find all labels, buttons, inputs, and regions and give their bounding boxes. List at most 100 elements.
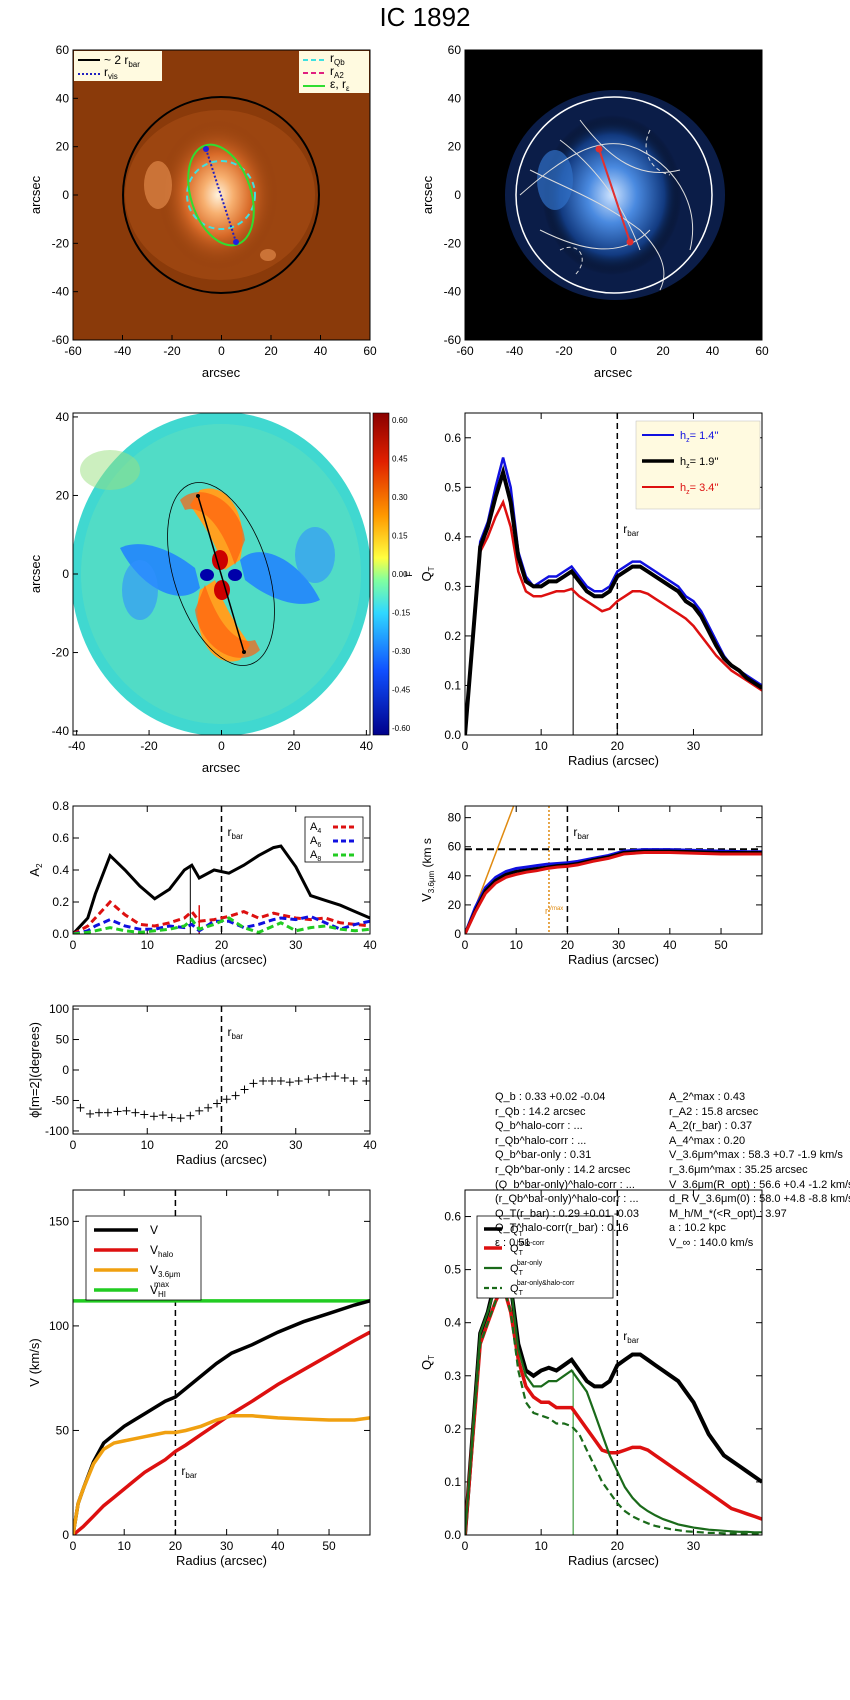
param-row: M_h/M_*(<R_opt) : 3.97 xyxy=(669,1207,787,1220)
rbar-label-sub: bar xyxy=(232,832,244,841)
x-tick-label: 20 xyxy=(611,739,625,753)
image1-xlabel: arcsec xyxy=(202,365,241,380)
y-axis-label: V (km/s) xyxy=(27,1338,42,1386)
y-tick-label: 0.8 xyxy=(52,799,69,813)
image2-xlabel: arcsec xyxy=(594,365,633,380)
x-tick-label: -40 xyxy=(114,344,132,358)
x-tick-label: -40 xyxy=(68,739,86,753)
y-tick-label: 0.0 xyxy=(52,927,69,941)
series-line xyxy=(465,1280,762,1535)
chart-a2: 0 10 20 30 40 0.0 0.2 0.4 0.6 0.8 Radius (arcsec) A… xyxy=(27,799,377,967)
rqb-circle xyxy=(186,160,256,230)
colorbar-tick-label: -0.45 xyxy=(392,686,411,695)
x-tick-label: -60 xyxy=(64,344,82,358)
data-point xyxy=(149,1112,158,1121)
param-row: Q_T(r_bar) : 0.29 +0.01 -0.03 xyxy=(495,1207,639,1220)
x-tick-label: 40 xyxy=(663,938,677,952)
y-tick-label: 40 xyxy=(448,869,462,883)
data-point xyxy=(122,1106,131,1115)
y-axis-label: QT xyxy=(419,1355,436,1370)
x-tick-label: 20 xyxy=(611,1539,625,1553)
data-point xyxy=(113,1107,122,1116)
colorbar-label: F xyxy=(404,571,414,577)
rbar-label-sub: bar xyxy=(627,1336,639,1345)
y-axis-label: ϕ[m=2](degrees) xyxy=(27,1022,42,1118)
rvmax-label: rVmax xyxy=(545,906,563,916)
param-row: Q_b^bar-only : 0.31 xyxy=(495,1149,592,1162)
rbar-label: rbar xyxy=(228,825,244,841)
x-tick-label: 50 xyxy=(714,938,728,952)
plot-area xyxy=(465,413,762,735)
x-tick-label: 40 xyxy=(271,1539,285,1553)
x-tick-label: 30 xyxy=(289,938,303,952)
x-tick-label: 30 xyxy=(612,938,626,952)
x-tick-label: 20 xyxy=(561,938,575,952)
data-point xyxy=(195,1106,204,1115)
colorbar-tick-label: 0.45 xyxy=(392,455,408,464)
param-row: r_Qb^halo-corr : ... xyxy=(495,1134,587,1147)
plot-frame xyxy=(464,1189,763,1536)
image1-ylabel: arcsec xyxy=(28,175,43,214)
x-tick-label: -20 xyxy=(163,344,181,358)
a2-legend: A4 A6 A8 xyxy=(304,816,364,863)
image-panel-2: arcsec arcsec -60-60 -40 -40 -20 -20 0 0 20 20 40… xyxy=(420,43,769,380)
plot-area xyxy=(465,1190,762,1535)
y-axis-label: QT xyxy=(419,566,436,581)
y-axis-label-unit: (km s xyxy=(420,838,434,871)
series-line xyxy=(73,899,370,934)
y-tick-label: -60 xyxy=(52,333,70,347)
data-point xyxy=(240,1085,249,1094)
data-point xyxy=(276,1076,285,1085)
plot-frame xyxy=(72,1005,371,1135)
y-tick-label: 20 xyxy=(448,140,462,154)
x-tick-label: 0 xyxy=(218,739,225,753)
param-row: Q_b^halo-corr : ... xyxy=(495,1120,583,1133)
x-axis-label: Radius (arcsec) xyxy=(568,952,659,967)
y-tick-label: 0.2 xyxy=(444,1422,461,1436)
x-axis-label: Radius (arcsec) xyxy=(568,753,659,768)
data-point xyxy=(158,1111,167,1120)
rvmax-label-sub: Vmax xyxy=(548,906,563,912)
chart-qt: 0 10 20 30 0.0 0.1 0.2 0.3 0.4 0.5 0.6 Radius (arcs… xyxy=(419,412,763,768)
svg-text:A6: A6 xyxy=(310,835,321,849)
data-point xyxy=(76,1103,85,1112)
y-tick-label: -20 xyxy=(52,646,70,660)
y-tick-label: 0.5 xyxy=(444,1263,461,1277)
y-tick-label: -50 xyxy=(52,1093,70,1107)
rbar-label: rbar xyxy=(181,1464,197,1480)
y-axis-label-sub: T xyxy=(427,1355,436,1360)
x-tick-label: 0 xyxy=(70,1138,77,1152)
x-tick-label: 10 xyxy=(534,739,548,753)
legend-rqb: rQb xyxy=(330,51,345,67)
y-tick-label: 50 xyxy=(56,1033,70,1047)
svg-text:V: V xyxy=(150,1223,158,1237)
x-tick-label: -40 xyxy=(506,344,524,358)
y-tick-label: 40 xyxy=(56,91,70,105)
rbar-label-sub: bar xyxy=(627,529,639,538)
series-line xyxy=(465,498,762,735)
x-axis-label: Radius (arcsec) xyxy=(568,1553,659,1568)
rvis-line xyxy=(205,148,237,243)
svg-text:A4: A4 xyxy=(310,821,321,835)
y-tick-label: 0 xyxy=(62,1528,69,1542)
image-panel-1: ~ 2 rbar rvis rQb rA2 ε, rε arcsec arcse… xyxy=(28,43,377,380)
bar-line xyxy=(598,148,631,243)
colorbar-tick-label: 0.60 xyxy=(392,416,408,425)
y-tick-label: 0.0 xyxy=(444,728,461,742)
rbar-label-sub: bar xyxy=(577,832,589,841)
y-tick-label: 0.2 xyxy=(52,895,69,909)
x-tick-label: 20 xyxy=(215,1138,229,1152)
force-map-panel: 0.60 0.45 0.30 0.15 0.00 -0.15 -0.30 -0.45 -0.60… xyxy=(28,410,414,775)
x-tick-label: 0 xyxy=(462,739,469,753)
plot-frame xyxy=(464,805,763,935)
y-tick-label: -100 xyxy=(45,1124,69,1138)
param-row: A_2^max : 0.43 xyxy=(669,1091,746,1103)
param-row: r_Qb : 14.2 arcsec xyxy=(495,1105,586,1118)
svg-text:hz= 3.4'': hz= 3.4'' xyxy=(680,482,719,496)
plot-area xyxy=(465,806,762,934)
y-tick-label: 0.4 xyxy=(444,530,461,544)
y-tick-label: 100 xyxy=(49,1319,69,1333)
plot-frame xyxy=(72,1189,371,1536)
plot-frame xyxy=(72,805,371,935)
